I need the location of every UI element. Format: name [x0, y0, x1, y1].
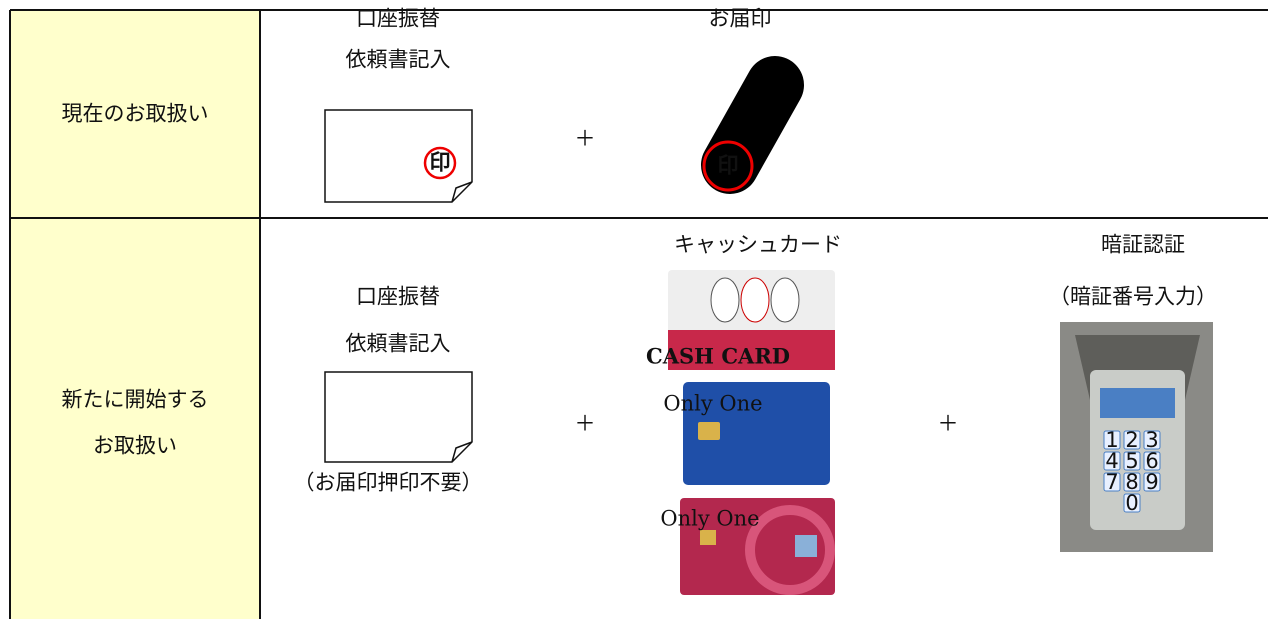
card-images: [668, 270, 835, 595]
key-label: 7: [1105, 470, 1118, 494]
key-label: 9: [1145, 470, 1158, 494]
card-text: Only One: [660, 507, 759, 531]
key-label: 2: [1125, 428, 1138, 452]
key: [1143, 472, 1161, 492]
form-title: 口座振替: [356, 285, 440, 309]
card-text: CASH CARD: [646, 344, 790, 369]
key-label: 8: [1125, 470, 1138, 494]
seal-char: 印: [718, 153, 739, 178]
key: [1103, 451, 1121, 471]
form-icon: [324, 371, 473, 463]
seal-face: [702, 140, 754, 192]
key-label: 0: [1125, 491, 1138, 515]
pin-title: 暗証認証: [1101, 233, 1185, 257]
seal-title: お届印: [709, 7, 772, 31]
plus-sign: ＋: [575, 127, 596, 151]
key: [1123, 430, 1141, 450]
plus-sign: ＋: [575, 412, 596, 436]
plus-sign: ＋: [938, 412, 959, 436]
stamp-char: 印: [430, 150, 451, 175]
row-label: お取扱い: [93, 434, 177, 458]
table-borders: [9, 9, 1268, 619]
card-title: キャッシュカード: [674, 233, 842, 257]
key-label: 5: [1125, 449, 1138, 473]
key: [1123, 493, 1141, 513]
form-title: 依頼書記入: [346, 332, 451, 356]
form-icon: [324, 109, 473, 203]
form-note: （お届印押印不要）: [294, 471, 483, 495]
key-label: 3: [1145, 428, 1158, 452]
key: [1103, 472, 1121, 492]
key-label: 4: [1105, 449, 1118, 473]
card-text: Only One: [663, 392, 762, 416]
key: [1103, 430, 1121, 450]
key-label: 1: [1105, 428, 1118, 452]
key: [1143, 430, 1161, 450]
pin-title: （暗証番号入力）: [1049, 285, 1217, 309]
row-label: 現在のお取扱い: [62, 102, 209, 126]
key-label: 6: [1145, 449, 1158, 473]
key: [1143, 451, 1161, 471]
stamp-mark: [423, 146, 457, 180]
form-title: 口座振替: [356, 7, 440, 31]
label-column: [10, 10, 260, 619]
key: [1123, 451, 1141, 471]
row-label: 新たに開始する: [62, 388, 209, 412]
key: [1123, 472, 1141, 492]
form-title: 依頼書記入: [346, 48, 451, 72]
